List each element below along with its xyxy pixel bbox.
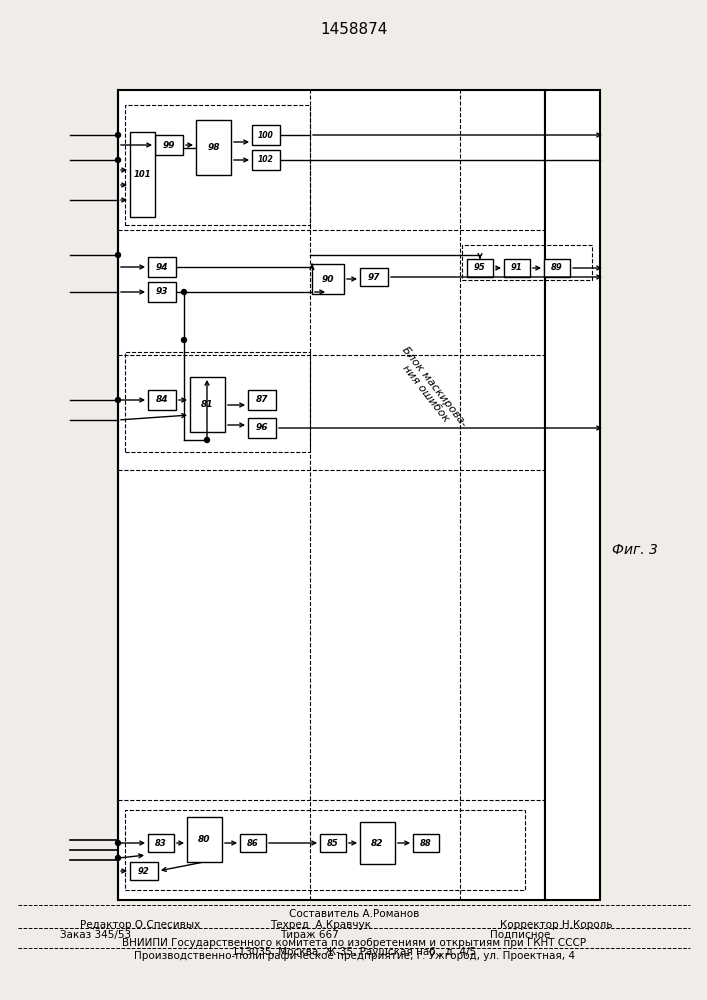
Text: Блок маскирова-
ния ошибок: Блок маскирова- ния ошибок [391, 345, 469, 435]
Text: 86: 86 [247, 838, 259, 848]
Circle shape [115, 132, 120, 137]
Text: 101: 101 [134, 170, 151, 179]
Text: 96: 96 [256, 424, 268, 432]
Text: 95: 95 [474, 263, 486, 272]
Bar [125, 810, 525, 890]
Bar [545, 90, 600, 900]
Circle shape [115, 252, 120, 257]
Bar [196, 120, 231, 175]
Bar [312, 264, 344, 294]
Bar [240, 834, 266, 852]
Text: Подписное: Подписное [490, 930, 550, 940]
Text: 82: 82 [371, 838, 384, 848]
Text: 89: 89 [551, 263, 563, 272]
Text: Производственно-полиграфическое предприятие, г. Ужгород, ул. Проектная, 4: Производственно-полиграфическое предприя… [134, 951, 575, 961]
Text: 93: 93 [156, 288, 168, 296]
Bar [118, 90, 545, 900]
Bar [187, 817, 222, 862]
Text: 94: 94 [156, 262, 168, 271]
Bar [544, 259, 570, 277]
Text: 92: 92 [138, 866, 150, 876]
Text: Заказ 345/53: Заказ 345/53 [60, 930, 131, 940]
Bar [130, 132, 155, 217]
Text: 99: 99 [163, 140, 175, 149]
Bar [148, 834, 174, 852]
Bar [248, 418, 276, 438]
Text: Техред  А.Кравчук: Техред А.Кравчук [270, 920, 371, 930]
Bar [148, 257, 176, 277]
Text: 113035, Москва, Ж-35, Раушская наб., д. 4/5: 113035, Москва, Ж-35, Раушская наб., д. … [232, 947, 476, 957]
Bar [248, 390, 276, 410]
Bar [413, 834, 439, 852]
Circle shape [182, 290, 187, 294]
Bar [360, 268, 388, 286]
Text: 81: 81 [201, 400, 214, 409]
Circle shape [204, 438, 209, 442]
Text: 98: 98 [207, 143, 220, 152]
Circle shape [115, 840, 120, 846]
Text: 100: 100 [258, 130, 274, 139]
Text: 84: 84 [156, 395, 168, 404]
Text: 91: 91 [511, 263, 523, 272]
Text: 102: 102 [258, 155, 274, 164]
Circle shape [182, 338, 187, 342]
Bar [125, 352, 310, 452]
Text: 80: 80 [198, 835, 211, 844]
Circle shape [115, 856, 120, 860]
Text: 87: 87 [256, 395, 268, 404]
Bar [467, 259, 493, 277]
Text: 85: 85 [327, 838, 339, 848]
Bar [148, 282, 176, 302]
Text: ВНИИПИ Государственного комитета по изобретениям и открытиям при ГКНТ СССР: ВНИИПИ Государственного комитета по изоб… [122, 938, 586, 948]
Bar [360, 822, 395, 864]
Text: 97: 97 [368, 272, 380, 282]
Bar [252, 150, 280, 170]
Text: Редактор О.Спесивых: Редактор О.Спесивых [80, 920, 200, 930]
Text: 1458874: 1458874 [320, 22, 387, 37]
Text: Фиг. 3: Фиг. 3 [612, 543, 658, 557]
Bar [504, 259, 530, 277]
Text: 83: 83 [155, 838, 167, 848]
Text: 90: 90 [322, 274, 334, 284]
Circle shape [115, 157, 120, 162]
Bar [130, 862, 158, 880]
Bar [190, 377, 225, 432]
Text: 88: 88 [420, 838, 432, 848]
Bar [462, 245, 592, 280]
Text: Тираж 667: Тираж 667 [280, 930, 339, 940]
Text: Составитель А.Романов: Составитель А.Романов [289, 909, 419, 919]
Bar [148, 390, 176, 410]
Bar [155, 135, 183, 155]
Bar [125, 105, 310, 225]
Bar [252, 125, 280, 145]
Bar [320, 834, 346, 852]
Circle shape [115, 397, 120, 402]
Text: Корректор Н.Король: Корректор Н.Король [500, 920, 612, 930]
